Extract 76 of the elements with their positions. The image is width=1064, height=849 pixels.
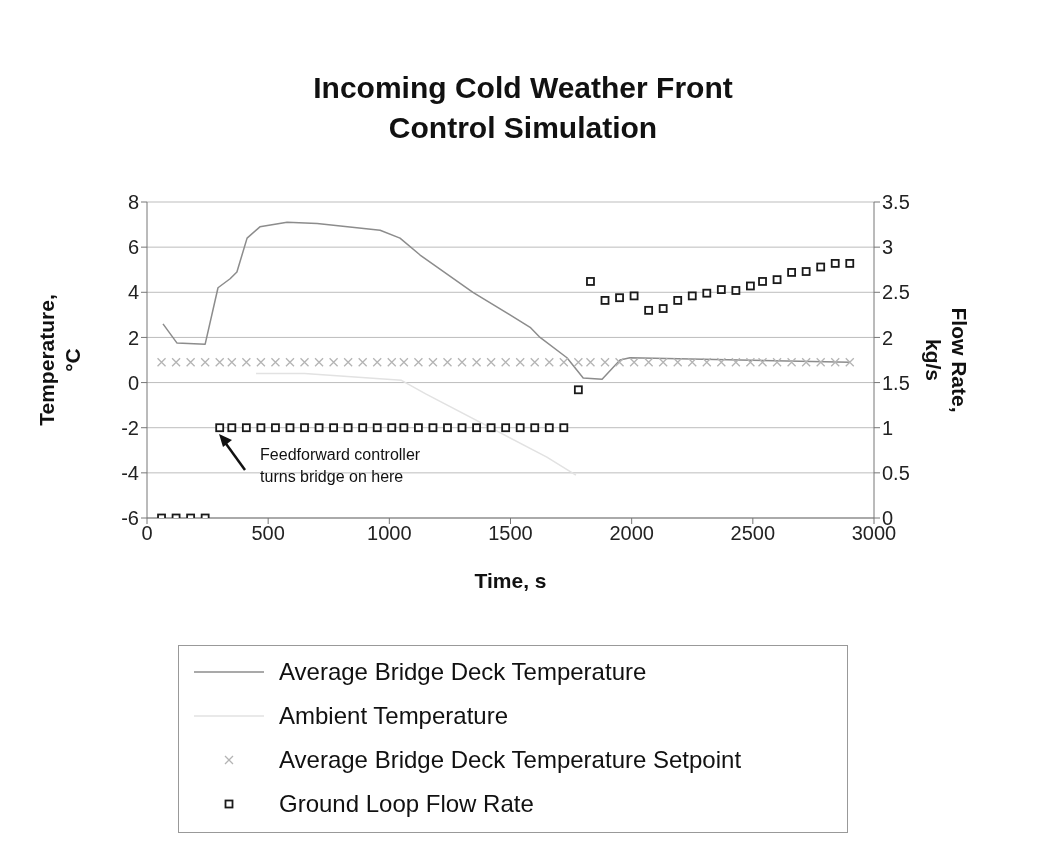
y-tick-label: 6 (127, 236, 139, 259)
legend-label: Ground Loop Flow Rate (279, 790, 534, 818)
point (845, 258, 855, 268)
point (586, 277, 595, 286)
y2-tick-label: 3 (882, 236, 894, 259)
point (830, 258, 840, 268)
point (300, 423, 309, 433)
y-tick-label: -4 (121, 461, 139, 484)
point (658, 304, 668, 313)
point (787, 268, 797, 277)
y2-tick-label: 1 (882, 416, 894, 439)
x-tick-label: 2500 (730, 522, 776, 545)
x-tick-label: 1500 (488, 522, 533, 545)
y-tick-label: -2 (121, 416, 139, 439)
point (629, 291, 639, 301)
point (443, 423, 452, 433)
x-tick-label: 0 (141, 522, 153, 545)
x-axis-title: Time, s (474, 569, 547, 592)
point (358, 423, 368, 433)
point (687, 291, 697, 301)
point (515, 423, 525, 433)
point (387, 423, 397, 433)
y2-tick-label: 2 (882, 326, 894, 349)
y2-tick-label: 0.5 (882, 461, 910, 484)
x-tick-label: 1000 (367, 522, 412, 545)
point (731, 286, 741, 295)
point (615, 293, 624, 303)
x-tick-label: 500 (251, 522, 285, 545)
point (816, 262, 826, 272)
annotation: Feedforward controller turns bridge on here (260, 444, 422, 487)
point (544, 423, 554, 433)
point (501, 423, 511, 433)
legend-label: Average Bridge Deck Temperature (279, 658, 647, 686)
point (314, 423, 324, 433)
point (428, 423, 438, 433)
point (343, 423, 353, 433)
y-tick-label: 8 (127, 191, 139, 214)
point (372, 423, 382, 433)
y-tick-label: 0 (127, 371, 139, 394)
y-tick-label: -6 (121, 507, 139, 530)
point (414, 423, 423, 433)
point (329, 423, 338, 433)
point (573, 385, 583, 395)
point (530, 423, 540, 433)
point (673, 296, 683, 305)
point (758, 277, 767, 286)
legend-label: Ambient Temperature (279, 702, 509, 730)
y-tick-label: 2 (127, 326, 139, 349)
point (241, 423, 251, 433)
point (559, 423, 569, 433)
y2-axis-title: Flow Rate, kg/s (922, 307, 971, 413)
y-axis-title: Temperature, °C (35, 294, 84, 426)
line-series (162, 221, 851, 380)
point (644, 305, 654, 315)
point (271, 423, 280, 433)
point (772, 275, 782, 285)
chart-title: Incoming Cold Weather Front Control Simulation (312, 70, 734, 146)
legend-label: Average Bridge Deck Temperature Setpoint (279, 746, 742, 774)
x-tick-label: 2000 (609, 522, 654, 545)
point (746, 281, 755, 291)
y2-tick-label: 1.5 (882, 371, 910, 394)
point (215, 423, 225, 433)
point (285, 423, 295, 433)
point (472, 423, 481, 433)
point (399, 423, 409, 433)
point (801, 267, 811, 276)
point (256, 423, 266, 433)
point (227, 423, 237, 433)
point (716, 285, 726, 294)
point (486, 423, 496, 433)
y2-tick-label: 3.5 (882, 191, 910, 214)
y2-tick-label: 2.5 (882, 281, 910, 304)
point (600, 296, 610, 305)
y-tick-label: 4 (127, 281, 139, 304)
point (702, 288, 712, 298)
point (457, 423, 467, 433)
